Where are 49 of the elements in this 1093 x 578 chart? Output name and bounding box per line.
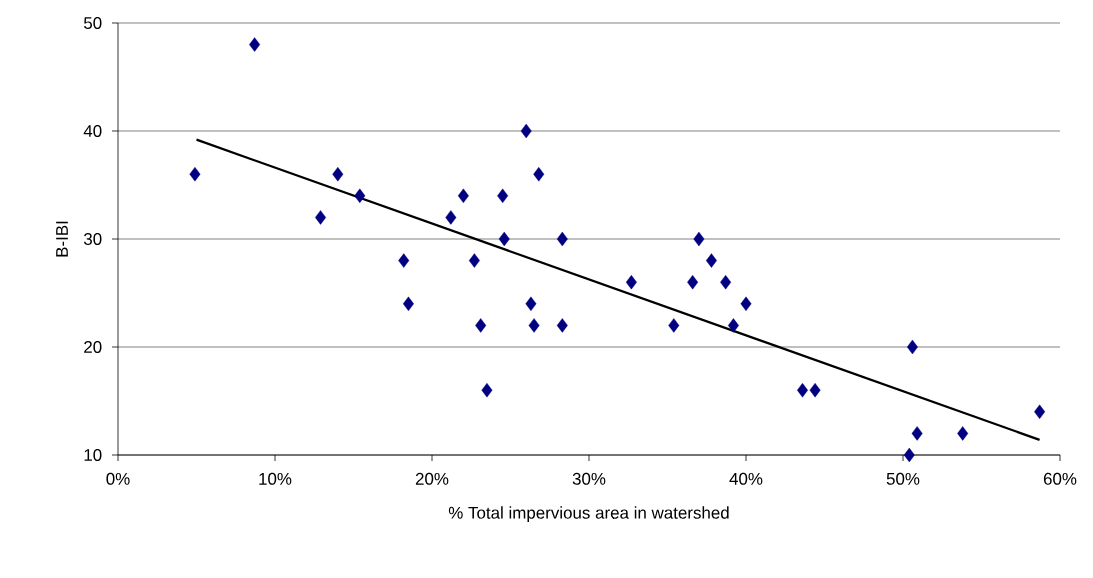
point bbox=[906, 339, 918, 355]
y-axis-title: B-IBI bbox=[56, 221, 68, 257]
point bbox=[1034, 404, 1046, 419]
x-tick-label: 0% bbox=[106, 472, 130, 485]
point bbox=[693, 231, 705, 247]
point bbox=[497, 188, 509, 203]
point bbox=[809, 383, 821, 398]
point bbox=[903, 447, 915, 463]
point bbox=[556, 318, 568, 333]
point bbox=[528, 318, 540, 333]
point bbox=[520, 123, 532, 139]
point bbox=[189, 167, 201, 182]
point bbox=[468, 253, 480, 268]
point bbox=[398, 253, 410, 268]
point bbox=[498, 231, 510, 247]
point bbox=[728, 318, 739, 333]
point bbox=[556, 231, 568, 247]
x-tick-label: 20% bbox=[415, 472, 449, 485]
point bbox=[249, 37, 261, 52]
point bbox=[957, 426, 969, 441]
y-tick-label: 10 bbox=[84, 449, 102, 461]
x-tick-label: 30% bbox=[572, 472, 606, 485]
y-tick-label: 50 bbox=[83, 17, 102, 29]
point bbox=[481, 383, 493, 398]
y-tick-label: 30 bbox=[83, 233, 102, 245]
point bbox=[533, 167, 545, 182]
point bbox=[740, 296, 752, 311]
point bbox=[797, 383, 808, 398]
point bbox=[332, 167, 344, 182]
point bbox=[720, 275, 732, 290]
x-tick-label: 10% bbox=[259, 472, 292, 485]
point bbox=[445, 210, 457, 225]
point bbox=[525, 296, 537, 311]
point bbox=[403, 296, 414, 311]
point bbox=[354, 188, 366, 203]
x-axis-title: % Total impervious area in watershed bbox=[448, 506, 729, 523]
point bbox=[315, 210, 326, 225]
point bbox=[668, 318, 680, 333]
point bbox=[475, 318, 487, 333]
point bbox=[625, 275, 637, 290]
point bbox=[706, 253, 717, 268]
x-tick-label: 50% bbox=[886, 472, 920, 485]
x-tick-label: 40% bbox=[729, 472, 763, 485]
point bbox=[687, 275, 699, 290]
y-tick-label: 20 bbox=[84, 341, 102, 353]
y-tick-label: 40 bbox=[83, 125, 102, 137]
x-tick-label: 60% bbox=[1043, 472, 1077, 485]
point bbox=[911, 426, 923, 441]
point bbox=[457, 188, 469, 203]
